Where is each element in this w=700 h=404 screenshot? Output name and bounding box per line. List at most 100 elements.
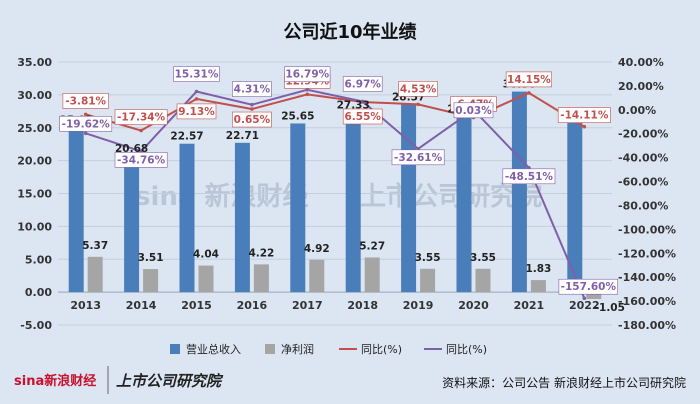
profit-yoy-data-label-box [232, 81, 272, 97]
left-axis-tick-label: 5.00 [25, 253, 52, 266]
bar-net-profit [530, 280, 546, 293]
point-revenue-yoy [83, 112, 88, 117]
brand-institute-logo: 上市公司研究院 [116, 372, 224, 390]
legend-label: 净利润 [281, 342, 314, 356]
revenue-yoy-data-label-box [62, 93, 109, 109]
left-axis-tick-label: 20.00 [17, 155, 52, 168]
x-axis-tick-label: 2017 [292, 299, 323, 312]
profit-yoy-data-label: -34.76% [117, 154, 166, 166]
footer: sina新浪财经 上市公司研究院 资料来源：公司公告 新浪财经上市公司研究院 [14, 366, 686, 394]
profit-yoy-data-label-box [114, 152, 168, 168]
profit-yoy-data-label-box [391, 149, 445, 166]
profit-yoy-data-label: 15.31% [175, 69, 219, 81]
x-axis-tick-label: 2021 [514, 299, 545, 312]
bar-revenue [401, 104, 417, 293]
profit-yoy-data-label: 4.31% [234, 84, 271, 96]
right-axis-tick-label: -100.00% [618, 223, 676, 236]
point-profit-yoy [360, 99, 365, 104]
revenue-yoy-data-label: -17.34% [117, 112, 166, 124]
bar-net-profit [143, 269, 159, 293]
revenue-data-label: 27.33 [337, 99, 370, 111]
profit-yoy-data-label-box [558, 278, 619, 295]
revenue-yoy-data-label-box [398, 81, 438, 97]
point-profit-yoy [83, 131, 88, 136]
revenue-yoy-data-label: 6.55% [344, 111, 381, 123]
x-axis-tick-label: 2014 [126, 299, 157, 312]
profit-yoy-data-label: -48.51% [505, 171, 554, 183]
net-profit-data-label: 5.37 [82, 240, 108, 252]
left-axis-tick-label: 30.00 [17, 89, 52, 102]
left-axis-tick-label: 35.00 [17, 56, 52, 69]
right-axis-tick-label: -60.00% [618, 176, 668, 189]
bar-net-profit [586, 292, 602, 300]
right-axis-tick-label: -160.00% [618, 295, 676, 308]
left-axis-tick-label: 25.00 [17, 122, 52, 135]
revenue-yoy-data-label-box [114, 109, 168, 125]
revenue-yoy-data-label: 4.53% [400, 83, 437, 95]
revenue-yoy-data-label-box [505, 71, 553, 88]
bar-revenue [511, 91, 527, 293]
profit-yoy-data-label-box [284, 66, 331, 83]
watermark-sina: sina 新浪财经 [135, 181, 309, 212]
x-axis-tick-label: 2019 [403, 299, 434, 312]
bar-net-profit [253, 264, 269, 293]
source-note: 资料来源：公司公告 新浪财经上市公司研究院 [442, 375, 686, 390]
x-axis-tick-label: 2013 [70, 299, 101, 312]
revenue-yoy-data-label: -3.81% [65, 95, 106, 107]
x-axis-tick-label: 2015 [181, 299, 212, 312]
line-revenue-yoy [85, 91, 585, 132]
point-profit-yoy [305, 87, 310, 92]
profit-yoy-data-label-box [502, 168, 556, 185]
left-axis-tick-label: -5.00 [20, 319, 52, 332]
x-axis-tick-label: 2016 [237, 299, 268, 312]
point-revenue-yoy [416, 102, 420, 107]
point-revenue-yoy [527, 91, 531, 95]
bar-net-profit [87, 256, 103, 293]
x-axis-tick-label: 2020 [458, 299, 489, 312]
legend-label: 同比(%) [361, 343, 402, 356]
bar-revenue [179, 143, 195, 293]
point-profit-yoy [250, 102, 254, 107]
legend-swatch [265, 344, 275, 354]
bar-revenue [345, 112, 361, 293]
bar-net-profit [364, 257, 380, 293]
left-axis-tick-label: 0.00 [25, 286, 52, 299]
right-axis-tick-label: 20.00% [618, 80, 664, 93]
revenue-yoy-data-label-box [342, 108, 383, 125]
profit-yoy-data-label: -32.61% [394, 152, 443, 164]
revenue-yoy-data-label-box [232, 111, 272, 128]
net-profit-data-label: 4.04 [193, 249, 219, 261]
net-profit-data-label: 1.83 [525, 263, 551, 275]
profit-yoy-data-label-box [173, 66, 220, 82]
profit-yoy-data-label-box [342, 76, 383, 92]
net-profit-data-label: 3.51 [138, 252, 164, 264]
profit-yoy-data-label: -19.62% [62, 118, 111, 130]
revenue-data-label: 25.65 [281, 110, 314, 122]
point-revenue-yoy [582, 124, 587, 129]
line-profit-yoy [85, 88, 586, 299]
point-revenue-yoy [194, 97, 199, 101]
chart-title: 公司近10年业绩 [283, 21, 416, 43]
profit-yoy-data-label-box [453, 102, 494, 119]
profit-yoy-data-label: -157.60% [561, 281, 617, 293]
legend-label: 营业总收入 [186, 342, 241, 356]
revenue-yoy-data-label: 14.15% [507, 74, 551, 86]
bar-net-profit [420, 268, 436, 293]
profit-yoy-data-label: 16.79% [285, 69, 329, 81]
right-axis-tick-label: -120.00% [618, 247, 676, 260]
bar-revenue [456, 116, 472, 293]
bar-revenue [68, 127, 84, 293]
revenue-data-label: 22.57 [170, 131, 203, 143]
right-axis-tick-label: -140.00% [618, 271, 676, 284]
right-axis-tick-label: -20.00% [618, 128, 668, 141]
revenue-yoy-data-label: 9.13% [178, 106, 215, 118]
legend-label: 同比(%) [446, 343, 487, 356]
revenue-yoy-data-label-box [557, 107, 611, 123]
bar-net-profit [309, 259, 325, 293]
left-axis-tick-label: 10.00 [17, 220, 52, 233]
x-axis-tick-label: 2022 [569, 299, 600, 312]
revenue-data-label: 22.71 [226, 130, 259, 142]
profit-yoy-data-label: 0.03% [455, 105, 492, 117]
